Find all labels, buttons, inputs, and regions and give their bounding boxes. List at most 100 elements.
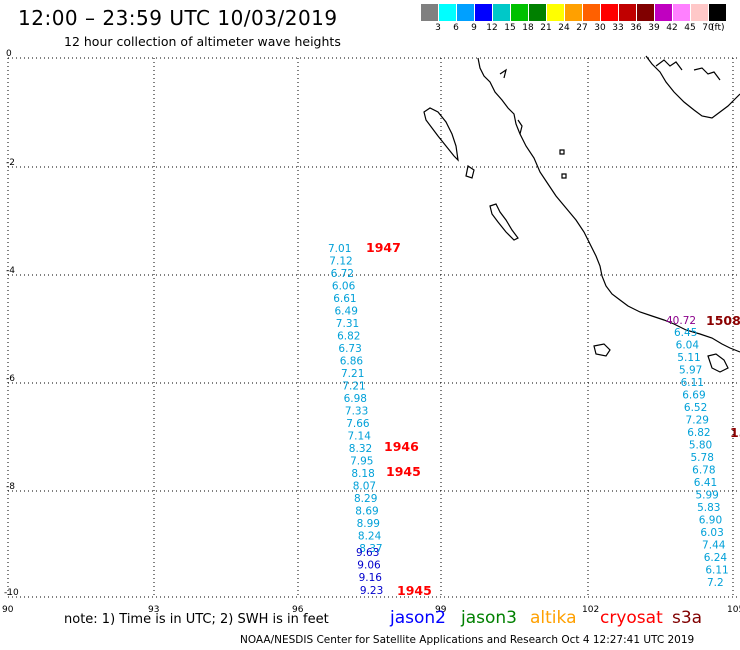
wave-height-value: 5.99 (695, 490, 718, 502)
wave-height-value: 6.78 (692, 465, 715, 477)
legend-label: 39 (648, 23, 660, 33)
wave-height-value: 6.04 (676, 340, 700, 352)
wave-height-value: 6.45 (674, 327, 697, 339)
satellite-jason2: jason2 (390, 608, 446, 628)
legend-label: 6 (453, 23, 459, 33)
legend-label: 36 (630, 23, 642, 33)
wave-height-value: 8.37 (359, 543, 382, 555)
wave-height-value: 5.83 (697, 502, 720, 514)
baja-coastline (423, 107, 459, 162)
map-title: 12:00 – 23:59 UTC 10/03/2019 (18, 6, 338, 30)
legend-swatch (546, 4, 564, 21)
legend-swatch (690, 4, 708, 21)
legend-swatch (564, 4, 582, 21)
longitude-labels: 90 93 96 99 102 105 (2, 605, 740, 615)
legend-swatch (420, 4, 438, 21)
wave-height-value: 6.41 (694, 477, 717, 489)
wave-height-value-max: 40.72 (666, 315, 696, 327)
wave-height-value: 8.69 (355, 506, 378, 518)
wave-height-value: 9.06 (357, 560, 381, 572)
wave-height-value: 5.11 (677, 352, 700, 364)
wave-height-value: 6.11 (681, 377, 704, 389)
longitude-label: 93 (148, 605, 159, 615)
island-2 (465, 165, 475, 179)
footer-text: NOAA/NESDIS Center for Satellite Applica… (240, 634, 695, 646)
wave-height-value: 7.95 (350, 456, 373, 468)
small-island-b (561, 173, 567, 179)
legend-swatch (672, 4, 690, 21)
wave-height-value: 6.03 (700, 527, 723, 539)
island-4 (707, 353, 729, 373)
wave-height-value: 8.18 (351, 468, 374, 480)
longitude-label: 105 (727, 605, 740, 615)
wave-height-value: 6.49 (335, 306, 358, 318)
wave-height-tracks: 7.017.126.726.066.616.497.316.826.736.86… (328, 243, 729, 597)
pass-time-label: 1945 (386, 464, 421, 479)
gulf-coast (645, 55, 740, 119)
legend-label: 3 (435, 23, 441, 33)
wave-height-value: 7.21 (341, 368, 364, 380)
legend-swatch (618, 4, 636, 21)
latitude-label: -6 (6, 374, 15, 384)
legend-swatch (456, 4, 474, 21)
satellite-jason3: jason3 (461, 608, 517, 628)
wave-height-value: 7.01 (328, 243, 351, 255)
pass-time-label: 1947 (366, 240, 401, 255)
legend-label: 27 (576, 23, 588, 33)
wave-height-value: 7.2 (707, 577, 724, 589)
island-1 (489, 203, 519, 241)
legend-swatch (438, 4, 456, 21)
wave-height-value: 7.12 (329, 256, 352, 268)
wave-height-value: 6.24 (704, 552, 728, 564)
legend-swatch (654, 4, 672, 21)
legend-label: 18 (522, 23, 534, 33)
wave-height-value: 8.29 (354, 493, 377, 505)
latitude-labels: 0 -2 -4 -6 -8 -10 (4, 49, 19, 598)
map-subtitle: 12 hour collection of altimeter wave hei… (64, 34, 341, 49)
wave-height-value: 6.11 (705, 565, 728, 577)
wave-height-value: 6.73 (338, 343, 361, 355)
wave-height-value: 7.29 (686, 415, 709, 427)
legend-swatch (600, 4, 618, 21)
mainland-coastline (477, 57, 740, 353)
legend-swatch (492, 4, 510, 21)
latitude-label: -2 (6, 158, 15, 168)
coastline (423, 55, 740, 373)
wave-height-value: 6.82 (687, 427, 710, 439)
wave-height-value: 9.23 (360, 585, 383, 597)
satellite-cryosat: cryosat (600, 608, 663, 628)
legend-label: 45 (684, 23, 696, 33)
wave-height-value: 8.99 (357, 518, 380, 530)
wave-height-value: 6.72 (331, 268, 354, 280)
legend-label: 9 (471, 23, 477, 33)
latitude-label: -8 (6, 482, 15, 492)
color-legend: 3 6 9 12 15 18 21 24 27 30 33 36 39 42 45 70 (ft) (420, 4, 727, 36)
wave-height-value: 6.98 (344, 393, 367, 405)
wave-height-value: 9.63 (356, 547, 379, 559)
wave-height-value: 6.69 (682, 390, 705, 402)
wave-height-value: 7.66 (346, 418, 370, 430)
legend-label: 70 (702, 23, 714, 33)
satellite-s3a: s3a (672, 608, 703, 628)
wave-height-value: 6.86 (340, 356, 364, 368)
small-island-a (559, 149, 565, 155)
legend-label: 30 (594, 23, 606, 33)
satellite-altika: altika (530, 608, 577, 628)
longitude-label: 90 (2, 605, 14, 615)
legend-label: 15 (504, 23, 516, 33)
north-coast-a (499, 68, 507, 79)
gulf-island (517, 119, 523, 135)
wave-height-value: 9.16 (359, 572, 383, 584)
legend-swatch (474, 4, 492, 21)
legend-swatch (582, 4, 600, 21)
latitude-label: -10 (4, 588, 19, 598)
longitude-label: 99 (435, 605, 447, 615)
pass-time-label: 1946 (384, 439, 419, 454)
wave-height-value: 5.78 (691, 452, 714, 464)
latitude-label: 0 (6, 49, 12, 59)
wave-height-value: 6.52 (684, 402, 707, 414)
island-3 (593, 343, 611, 357)
longitude-label: 102 (582, 605, 599, 615)
pass-time-label: 1508 (706, 313, 740, 328)
